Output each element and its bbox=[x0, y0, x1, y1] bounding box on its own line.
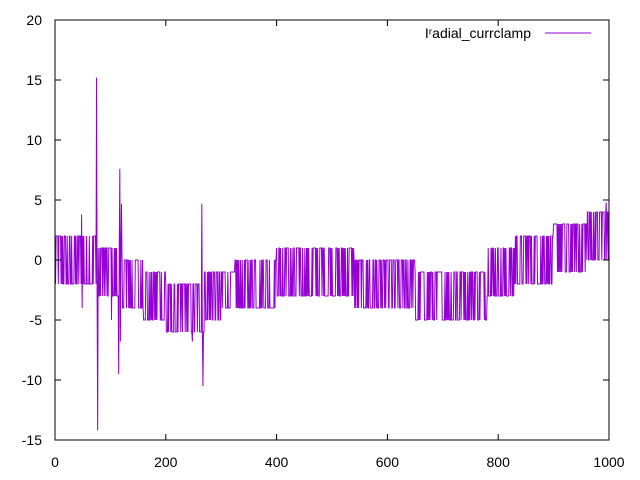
y-tick-label: -15 bbox=[22, 432, 42, 448]
y-tick-label: 10 bbox=[26, 132, 42, 148]
y-tick-label: -5 bbox=[30, 312, 43, 328]
legend: Iʳadial_currclamp bbox=[425, 25, 591, 41]
legend-label: Iʳadial_currclamp bbox=[425, 25, 531, 41]
x-tick-label: 1000 bbox=[593, 454, 624, 470]
x-tick-label: 200 bbox=[154, 454, 178, 470]
x-tick-label: 800 bbox=[487, 454, 511, 470]
y-tick-label: 20 bbox=[26, 12, 42, 28]
plot-frame bbox=[54, 19, 610, 441]
x-tick-label: 0 bbox=[51, 454, 59, 470]
y-tick-label: 5 bbox=[34, 192, 42, 208]
series-layer bbox=[54, 77, 609, 431]
y-tick-label: -10 bbox=[22, 372, 42, 388]
x-tick-label: 600 bbox=[376, 454, 400, 470]
y-tick-label: 15 bbox=[26, 72, 42, 88]
x-tick-label: 400 bbox=[265, 454, 289, 470]
series-line bbox=[54, 77, 609, 431]
y-tick-label: 0 bbox=[34, 252, 42, 268]
